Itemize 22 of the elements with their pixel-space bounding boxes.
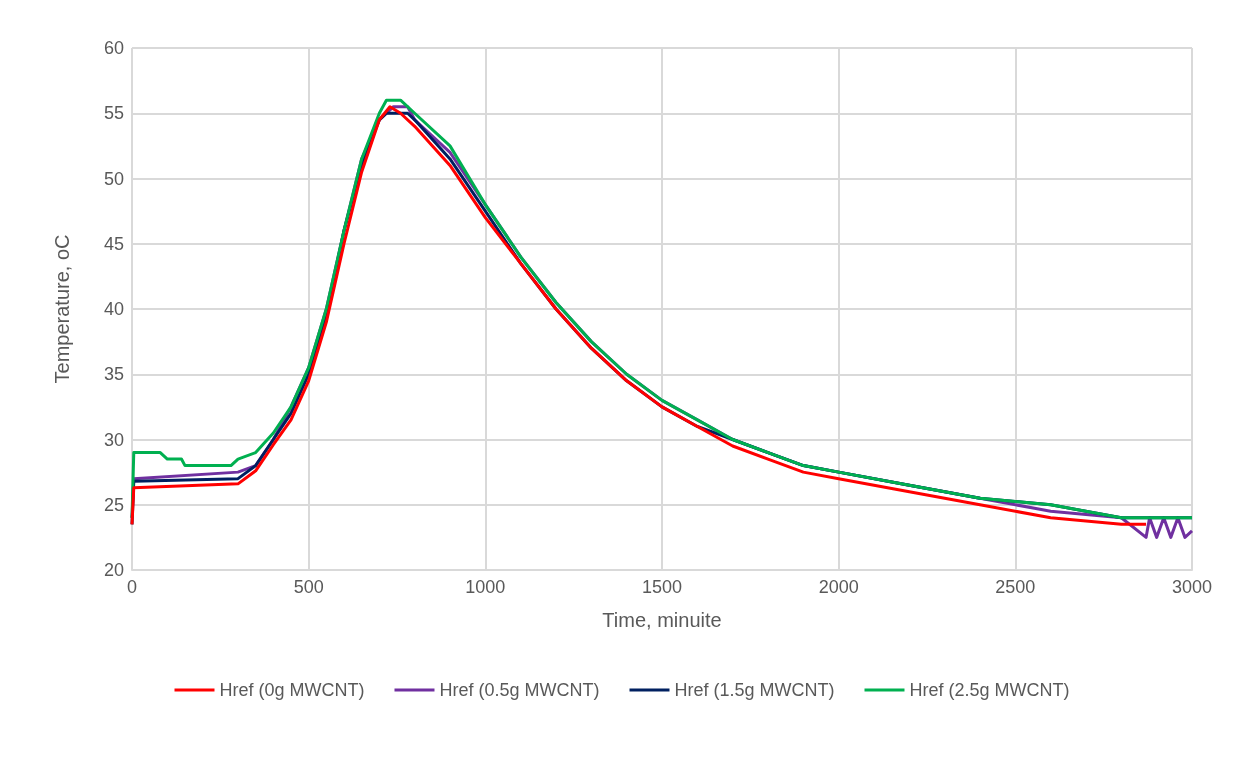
- y-tick-label: 30: [103, 429, 124, 450]
- y-tick-label: 20: [103, 560, 124, 580]
- x-tick-label: 2500: [995, 577, 1036, 597]
- y-tick-label: 40: [103, 299, 124, 319]
- y-tick-label: 60: [103, 38, 124, 58]
- legend-label: Href (0.5g MWCNT): [439, 680, 600, 700]
- x-tick-label: 3000: [1171, 577, 1213, 597]
- y-tick-label: 45: [103, 233, 124, 254]
- x-tick-label: 1500: [641, 577, 683, 597]
- x-axis-title: Time, minuite: [602, 609, 722, 631]
- legend-label: Href (0g MWCNT): [219, 680, 365, 700]
- x-tick-label: 0: [126, 577, 138, 597]
- y-tick-label: 55: [103, 103, 124, 124]
- legend-label: Href (2.5g MWCNT): [909, 680, 1070, 700]
- legend-label: Href (1.5g MWCNT): [674, 680, 835, 700]
- y-tick-label: 25: [103, 494, 124, 515]
- y-tick-label: 50: [103, 168, 124, 189]
- x-tick-label: 1000: [465, 577, 506, 597]
- y-tick-label: 35: [103, 364, 124, 385]
- y-axis-title: Temperature, oC: [51, 234, 73, 384]
- x-tick-label: 500: [293, 577, 324, 597]
- x-tick-label: 2000: [818, 577, 859, 597]
